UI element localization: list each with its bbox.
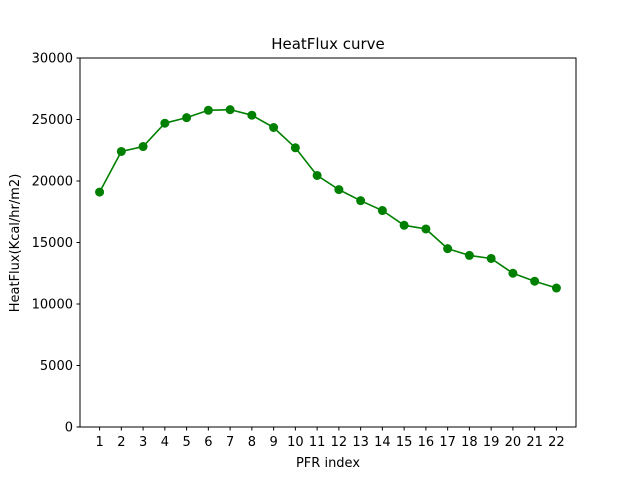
- data-point: [399, 220, 409, 230]
- y-axis-label: HeatFlux(Kcal/hr/m2): [8, 174, 23, 313]
- x-axis-label: PFR index: [296, 456, 360, 471]
- y-tick-label: 20000: [32, 175, 73, 190]
- data-point: [269, 122, 279, 132]
- x-tick-label: 14: [374, 435, 391, 450]
- data-point: [551, 283, 561, 293]
- y-tick-label: 0: [65, 421, 73, 436]
- data-point: [95, 187, 105, 197]
- y-tick-label: 15000: [32, 236, 73, 251]
- x-tick-label: 5: [182, 435, 190, 450]
- data-point: [334, 185, 344, 195]
- chart-title: HeatFlux curve: [271, 35, 385, 53]
- x-tick-label: 16: [418, 435, 435, 450]
- x-tick-label: 6: [204, 435, 212, 450]
- x-tick-label: 12: [331, 435, 348, 450]
- x-tick-label: 22: [548, 435, 565, 450]
- x-tick-label: 19: [483, 435, 500, 450]
- x-tick-label: 17: [439, 435, 456, 450]
- x-tick-label: 11: [309, 435, 326, 450]
- x-tick-label: 3: [139, 435, 147, 450]
- data-point: [508, 268, 518, 278]
- x-tick-label: 18: [461, 435, 478, 450]
- x-tick-label: 15: [396, 435, 413, 450]
- data-point: [377, 206, 387, 216]
- data-point: [160, 118, 170, 128]
- data-point: [530, 276, 540, 286]
- data-point: [247, 110, 257, 120]
- series-group: [95, 105, 561, 293]
- data-point: [138, 142, 148, 152]
- data-point: [356, 196, 366, 206]
- y-tick-label: 5000: [40, 359, 73, 374]
- data-point: [203, 105, 213, 115]
- data-point: [290, 143, 300, 153]
- x-axis-ticks: 1 2 3 4 5 6 7 8 9 10 11 12 13 14 15 16 17 18 19 20 21 22: [95, 427, 565, 450]
- data-point: [116, 146, 126, 156]
- y-tick-label: 30000: [32, 52, 73, 67]
- plot-frame: [79, 57, 577, 428]
- x-tick-label: 1: [95, 435, 103, 450]
- y-tick-label: 10000: [32, 298, 73, 313]
- y-axis-ticks: 0 5000 10000 15000 20000 25000 30000: [32, 52, 80, 436]
- data-point: [486, 253, 496, 263]
- x-tick-label: 8: [248, 435, 256, 450]
- data-point: [421, 224, 431, 234]
- x-tick-label: 9: [269, 435, 277, 450]
- x-tick-label: 20: [505, 435, 522, 450]
- data-point: [443, 244, 453, 254]
- x-tick-label: 10: [287, 435, 304, 450]
- x-tick-label: 21: [526, 435, 543, 450]
- x-tick-label: 4: [161, 435, 169, 450]
- x-tick-label: 13: [352, 435, 369, 450]
- data-point: [312, 170, 322, 180]
- data-point: [182, 113, 192, 123]
- y-tick-label: 25000: [32, 113, 73, 128]
- data-point: [225, 105, 235, 115]
- data-point: [464, 250, 474, 260]
- x-tick-label: 2: [117, 435, 125, 450]
- series-line: [98, 108, 557, 289]
- x-tick-label: 7: [226, 435, 234, 450]
